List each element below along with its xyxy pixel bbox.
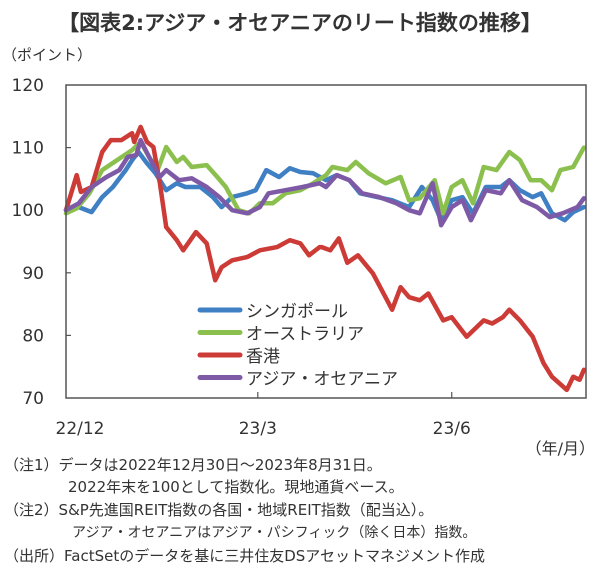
note-1-cont: 2022年末を100として指数化。現地通貨ベース。 (68, 478, 404, 496)
series-line-2 (63, 124, 587, 393)
x-tick-label: 23/6 (433, 419, 471, 439)
y-tick-label: 70 (22, 389, 44, 409)
legend-label: 香港 (246, 347, 280, 367)
x-tick-label: 23/3 (239, 419, 277, 439)
note-1: （注1）データは2022年12月30日～2023年8月31日。 (4, 456, 382, 474)
x-axis-label: （年/月） (526, 439, 595, 458)
series-line-0 (63, 149, 587, 223)
source-note: （出所）FactSetのデータを基に三井住友DSアセットマネジメント作成 (4, 547, 485, 565)
y-axis-label: （ポイント） (2, 46, 92, 64)
y-tick-label: 110 (12, 139, 44, 159)
y-tick-label: 100 (12, 201, 44, 221)
y-tick-label: 80 (22, 326, 44, 346)
note-2: （注2）S&P先進国REIT指数の各国・地域REIT指数（配当込）。 (4, 501, 433, 519)
series-line-3 (63, 137, 587, 228)
legend-label: シンガポール (246, 302, 348, 322)
y-tick-label: 90 (22, 264, 44, 284)
note-2-cont: アジア・オセアニアはアジア・パシフィック（除く日本）指数。 (72, 525, 476, 541)
chart-title: 【図表2:アジア・オセアニアのリート指数の推移】 (58, 11, 542, 35)
series-line-1 (63, 139, 587, 216)
y-tick-label: 120 (12, 76, 44, 96)
legend-label: オーストラリア (246, 325, 364, 345)
legend-label: アジア・オセアニア (246, 370, 398, 390)
plot-frame (65, 84, 587, 399)
x-tick-label: 22/12 (56, 419, 105, 439)
